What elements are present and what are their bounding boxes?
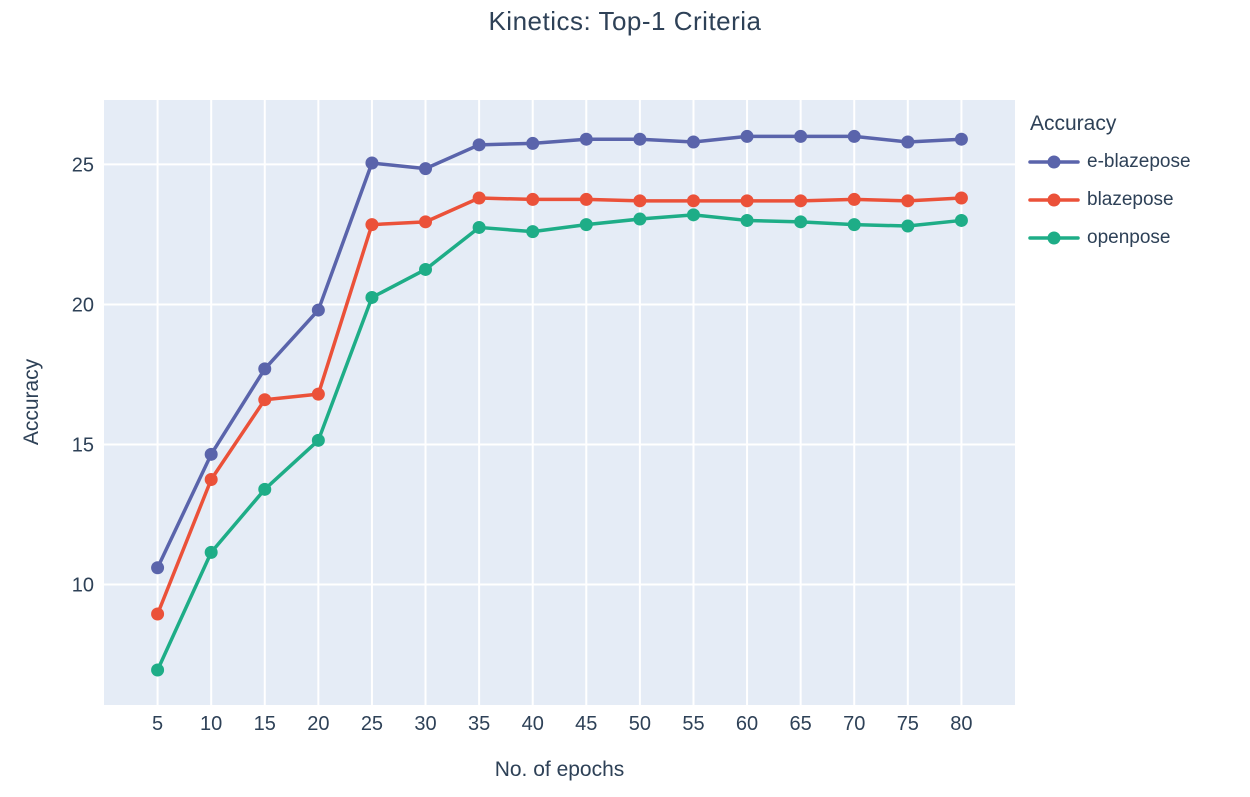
data-point-openpose <box>633 212 647 226</box>
y-tick-label: 25 <box>72 154 94 176</box>
data-point-blazepose <box>204 473 218 487</box>
x-tick-label: 60 <box>736 713 758 735</box>
x-tick-label: 10 <box>200 713 222 735</box>
x-tick-label: 75 <box>897 713 919 735</box>
data-point-blazepose <box>794 194 808 208</box>
data-point-blazepose <box>847 192 861 206</box>
legend-sample-icon <box>1028 193 1080 207</box>
x-tick-label: 50 <box>629 713 651 735</box>
chart-title: Kinetics: Top-1 Criteria <box>488 6 762 36</box>
legend-item-openpose[interactable]: openpose <box>1028 219 1191 257</box>
data-point-e-blazepose <box>740 129 754 143</box>
legend-items: e-blazepose blazepose openpose <box>1028 143 1191 257</box>
data-point-blazepose <box>258 393 272 407</box>
data-point-blazepose <box>151 607 165 621</box>
legend-item-e-blazepose[interactable]: e-blazepose <box>1028 143 1191 181</box>
data-point-blazepose <box>686 194 700 208</box>
data-point-blazepose <box>579 192 593 206</box>
data-point-e-blazepose <box>686 135 700 149</box>
data-point-openpose <box>526 225 540 239</box>
y-tick-label: 15 <box>72 435 94 457</box>
data-point-e-blazepose <box>151 561 165 575</box>
legend-label: blazepose <box>1087 189 1174 210</box>
legend-label: openpose <box>1087 227 1171 248</box>
data-point-blazepose <box>526 192 540 206</box>
data-point-openpose <box>151 663 165 677</box>
x-axis-title: No. of epochs <box>494 758 625 781</box>
x-tick-label: 30 <box>414 713 436 735</box>
data-point-blazepose <box>954 191 968 205</box>
x-tick-label: 20 <box>307 713 329 735</box>
data-point-e-blazepose <box>579 132 593 146</box>
data-point-blazepose <box>633 194 647 208</box>
x-tick-label: 45 <box>575 713 597 735</box>
data-point-openpose <box>954 213 968 227</box>
data-point-e-blazepose <box>633 132 647 146</box>
y-tick-label: 10 <box>72 575 94 597</box>
data-point-blazepose <box>311 387 325 401</box>
x-tick-label: 15 <box>254 713 276 735</box>
data-point-e-blazepose <box>526 136 540 150</box>
data-point-e-blazepose <box>204 447 218 461</box>
data-point-openpose <box>847 218 861 232</box>
x-tick-label: 5 <box>152 713 163 735</box>
data-point-openpose <box>740 213 754 227</box>
x-tick-label: 35 <box>468 713 490 735</box>
data-point-e-blazepose <box>954 132 968 146</box>
data-point-e-blazepose <box>794 129 808 143</box>
plot-background[interactable] <box>104 100 1015 705</box>
data-point-openpose <box>686 208 700 222</box>
legend-sample-icon <box>1028 231 1080 245</box>
data-point-blazepose <box>472 191 486 205</box>
series-line-blazepose <box>155 196 964 616</box>
data-point-e-blazepose <box>901 135 915 149</box>
data-point-openpose <box>258 482 272 496</box>
x-tick-label: 65 <box>790 713 812 735</box>
data-point-blazepose <box>901 194 915 208</box>
data-point-blazepose <box>740 194 754 208</box>
legend-sample-icon <box>1028 155 1080 169</box>
series-line-openpose <box>155 213 964 672</box>
x-tick-label: 80 <box>950 713 972 735</box>
x-tick-label: 40 <box>522 713 544 735</box>
x-tick-label: 55 <box>682 713 704 735</box>
x-tick-label: 25 <box>361 713 383 735</box>
data-point-openpose <box>901 219 915 233</box>
legend-item-blazepose[interactable]: blazepose <box>1028 181 1191 219</box>
data-point-openpose <box>311 433 325 447</box>
legend-label: e-blazepose <box>1087 151 1191 172</box>
data-point-e-blazepose <box>311 303 325 317</box>
legend-title: Accuracy <box>1030 112 1117 135</box>
series-line-e-blazepose <box>155 134 964 570</box>
data-point-openpose <box>365 290 379 304</box>
y-axis-title: Accuracy <box>20 358 43 446</box>
data-point-e-blazepose <box>847 129 861 143</box>
data-point-e-blazepose <box>365 156 379 170</box>
x-tick-label: 70 <box>843 713 865 735</box>
data-point-e-blazepose <box>258 362 272 376</box>
data-point-openpose <box>419 262 433 276</box>
data-point-blazepose <box>419 215 433 229</box>
data-point-e-blazepose <box>419 162 433 176</box>
data-point-openpose <box>794 215 808 229</box>
data-point-openpose <box>579 218 593 232</box>
data-point-openpose <box>472 220 486 234</box>
data-point-openpose <box>204 545 218 559</box>
y-tick-label: 20 <box>72 294 94 316</box>
data-point-blazepose <box>365 218 379 232</box>
legend: Accuracy e-blazepose blazepose openpose <box>1028 112 1191 257</box>
data-point-e-blazepose <box>472 138 486 152</box>
